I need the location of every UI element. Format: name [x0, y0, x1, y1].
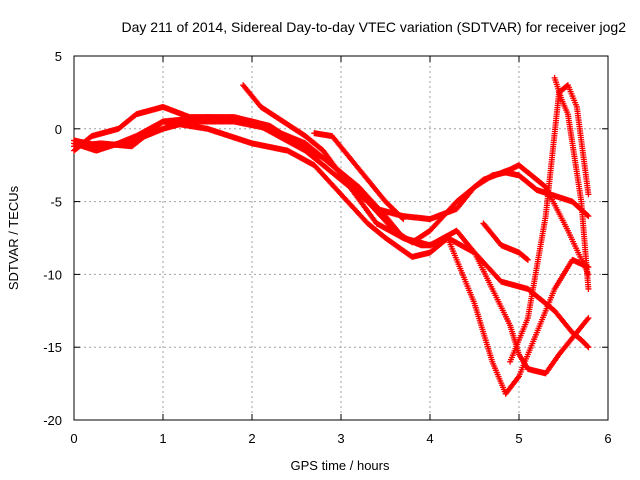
x-tick-label: 2 [248, 431, 255, 446]
series-track-7 [480, 220, 531, 263]
data-point [523, 256, 530, 263]
ticks: 0 1 2 3 4 5 6 -20 -15 -10 -5 0 5 [43, 49, 611, 446]
x-tick-label: 1 [159, 431, 166, 446]
y-tick-label: -5 [50, 195, 62, 210]
data-point [584, 212, 591, 219]
data-point [524, 256, 531, 263]
y-tick-label: 0 [55, 122, 62, 137]
y-tick-label: -15 [43, 340, 62, 355]
data-point [584, 343, 591, 350]
x-tick-label: 5 [515, 431, 522, 446]
data-point [585, 285, 592, 292]
x-axis-label: GPS time / hours [291, 458, 390, 473]
data-point [585, 213, 592, 220]
x-tick-label: 3 [337, 431, 344, 446]
series-layer [71, 74, 592, 397]
data-point [585, 315, 592, 322]
y-axis-label: SDTVAR / TECUs [6, 185, 21, 290]
series-track-3 [71, 118, 592, 397]
data-point [585, 191, 592, 198]
data-point [400, 216, 407, 223]
series-track-5 [240, 82, 592, 351]
data-point [514, 374, 521, 381]
x-tick-label: 0 [70, 431, 77, 446]
x-tick-label: 4 [426, 431, 433, 446]
data-point [584, 316, 591, 323]
series-track-6 [311, 130, 407, 223]
series-track-8 [507, 82, 592, 365]
series-track-9 [551, 74, 592, 292]
data-point [399, 215, 406, 222]
series-track-4 [71, 103, 592, 377]
grid [74, 56, 608, 420]
chart-title: Day 211 of 2014, Sidereal Day-to-day VTE… [122, 19, 627, 35]
x-tick-label: 6 [604, 431, 611, 446]
y-tick-label: 5 [55, 49, 62, 64]
y-tick-label: -20 [43, 413, 62, 428]
y-tick-label: -10 [43, 267, 62, 282]
data-point [585, 344, 592, 351]
